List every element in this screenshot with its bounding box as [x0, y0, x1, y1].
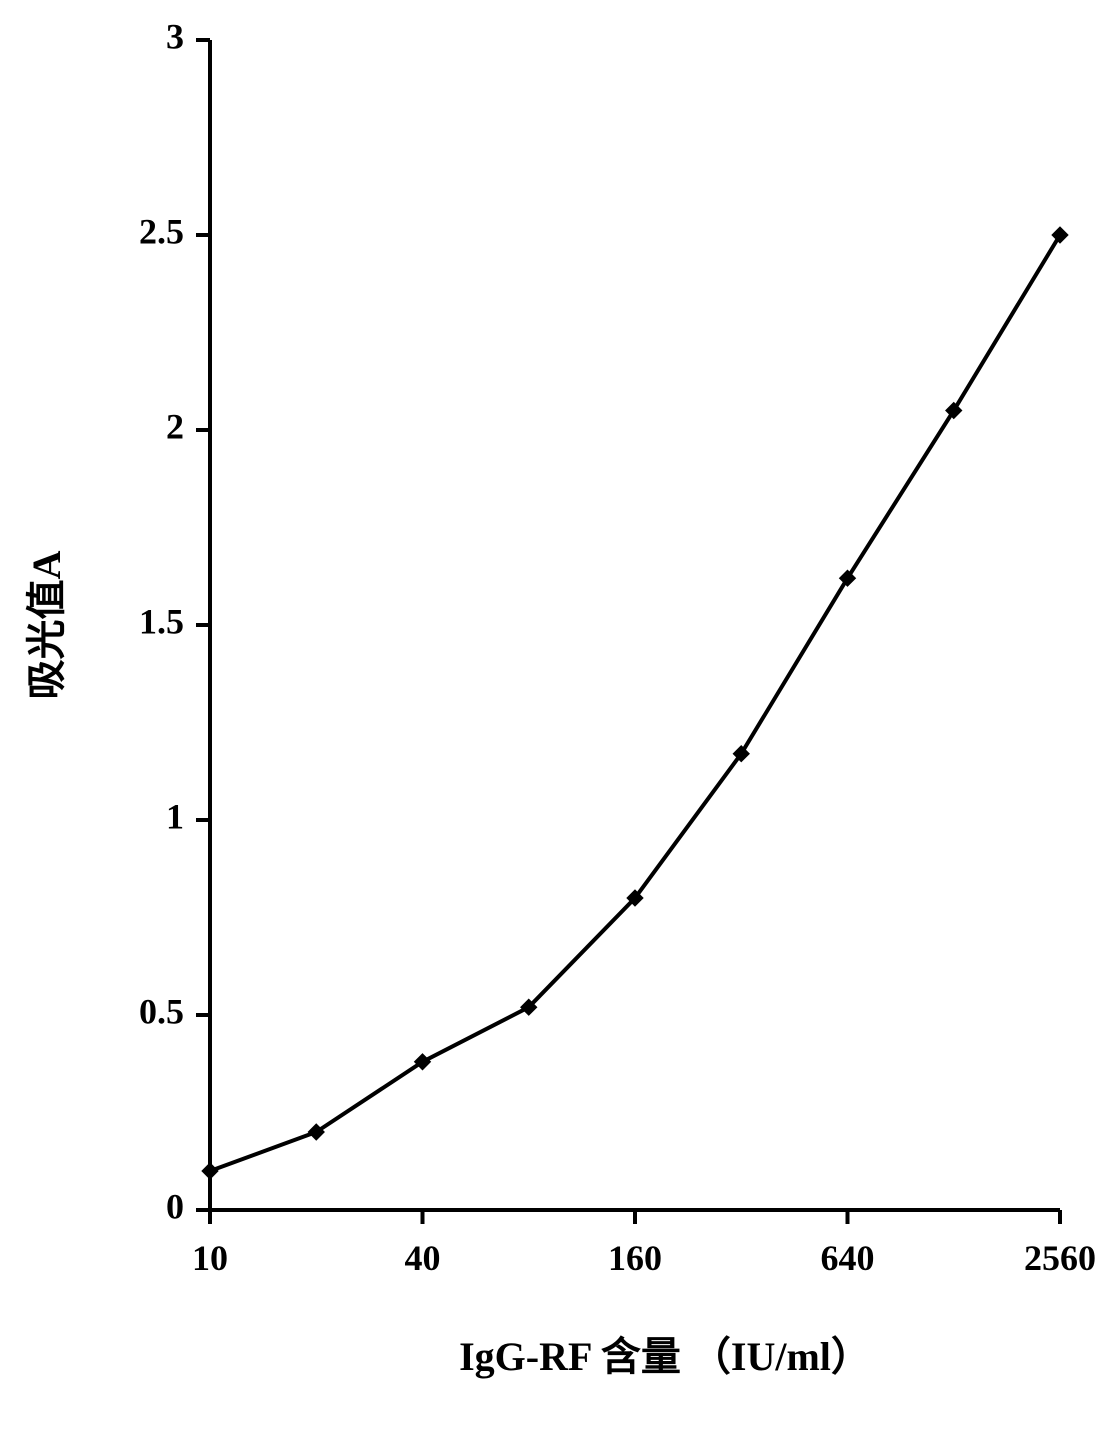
y-axis-tick-label: 2.5 — [139, 211, 184, 251]
y-axis-tick-label: 3 — [166, 16, 184, 56]
y-axis-tick-label: 2 — [166, 406, 184, 446]
x-axis-tick-label: 10 — [192, 1238, 228, 1278]
x-axis-tick-label: 2560 — [1024, 1238, 1096, 1278]
x-axis-tick-label: 640 — [821, 1238, 875, 1278]
x-axis-label: IgG-RF 含量 （IU/ml） — [459, 1334, 871, 1379]
x-axis-tick-label: 160 — [608, 1238, 662, 1278]
line-chart: 0 0.5 1 1.5 2 2.5 3 10 40 160 640 2560 IgG-RF 含量 （IU… — [0, 0, 1100, 1437]
y-axis-label: 吸光值A — [24, 550, 69, 699]
x-axis-tick-label: 40 — [405, 1238, 441, 1278]
y-axis-tick-label: 0 — [166, 1186, 184, 1226]
y-axis-tick-label: 1.5 — [139, 601, 184, 641]
y-axis-tick-label: 0.5 — [139, 991, 184, 1031]
chart-svg: 0 0.5 1 1.5 2 2.5 3 10 40 160 640 2560 IgG-RF 含量 （IU… — [0, 0, 1100, 1437]
y-axis-tick-label: 1 — [166, 796, 184, 836]
